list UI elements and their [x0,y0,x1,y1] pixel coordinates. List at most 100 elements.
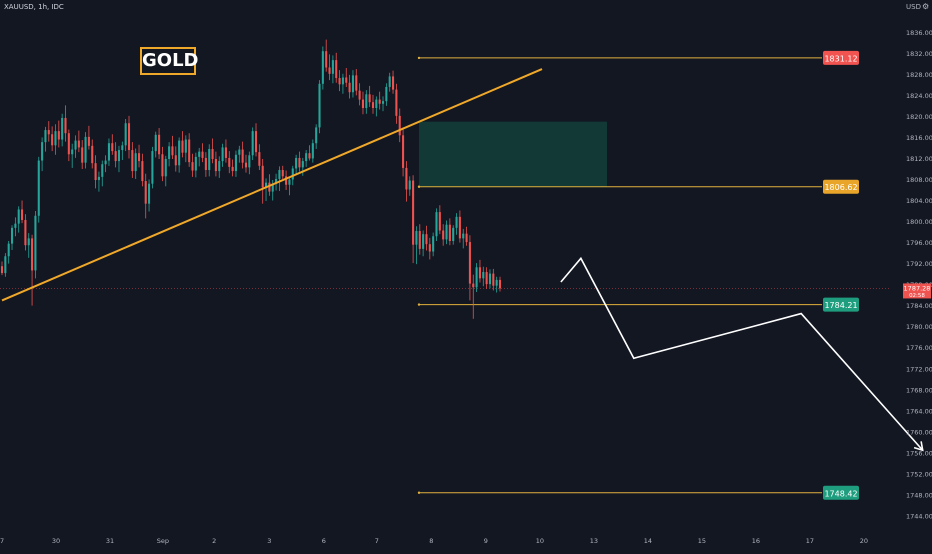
candle-body[interactable] [198,151,201,157]
projection-path[interactable] [560,256,924,451]
candle-body[interactable] [24,219,27,246]
candle-body[interactable] [161,154,164,177]
candle-body[interactable] [455,216,458,228]
candle-body[interactable] [281,170,284,177]
candle-body[interactable] [137,153,141,162]
candle-body[interactable] [285,176,288,185]
candle-body[interactable] [295,157,298,169]
candle-body[interactable] [74,140,77,150]
candle-body[interactable] [395,89,398,116]
candle-body[interactable] [87,136,90,146]
candle-body[interactable] [14,223,17,228]
candle-body[interactable] [117,150,121,162]
candle-body[interactable] [351,75,354,93]
candle-body[interactable] [438,212,441,231]
candle-body[interactable] [365,94,368,108]
candle-body[interactable] [241,149,244,163]
candle-body[interactable] [485,272,488,285]
candle-body[interactable] [445,224,448,240]
candle-body[interactable] [94,163,97,181]
candle-body[interactable] [425,234,428,245]
candle-body[interactable] [171,146,174,156]
candle-body[interactable] [148,183,151,204]
candle-body[interactable] [44,130,47,143]
candle-body[interactable] [64,117,67,134]
candle-body[interactable] [495,279,498,286]
candle-body[interactable] [432,236,435,252]
candle-body[interactable] [31,238,34,271]
candle-body[interactable] [21,209,24,220]
candle-body[interactable] [345,77,348,83]
candle-body[interactable] [452,227,455,242]
candle-body[interactable] [121,145,124,151]
candle-body[interactable] [27,238,30,246]
candle-body[interactable] [208,148,211,171]
candle-body[interactable] [194,156,197,171]
candle-body[interactable] [37,160,40,216]
candle-body[interactable] [81,147,84,163]
candle-body[interactable] [305,153,308,162]
candle-body[interactable] [201,151,204,158]
candle-body[interactable] [91,145,94,164]
candle-body[interactable] [315,127,318,144]
candle-body[interactable] [134,153,137,172]
candle-body[interactable] [244,162,248,168]
candle-body[interactable] [268,182,271,192]
candle-body[interactable] [381,101,385,104]
candle-body[interactable] [204,157,207,171]
candle-body[interactable] [301,161,304,168]
candle-body[interactable] [261,165,264,188]
candle-body[interactable] [368,94,371,103]
candle-body[interactable] [291,168,294,180]
candle-body[interactable] [311,143,314,159]
candle-body[interactable] [428,244,431,252]
candle-body[interactable] [412,180,415,245]
candle-body[interactable] [335,60,338,79]
candle-body[interactable] [488,273,492,285]
candle-body[interactable] [442,230,445,240]
trendline[interactable] [1,68,543,302]
candle-body[interactable] [234,154,237,172]
candle-body[interactable] [51,134,54,146]
candle-body[interactable] [265,182,268,188]
candle-body[interactable] [101,164,104,177]
candle-body[interactable] [398,115,401,136]
candle-body[interactable] [191,162,194,171]
candle-body[interactable] [221,147,224,162]
candle-body[interactable] [231,166,234,172]
candle-body[interactable] [131,150,134,172]
level-price-tag[interactable] [823,485,859,500]
candle-body[interactable] [478,267,481,279]
candle-body[interactable] [328,67,331,74]
candle-body[interactable] [355,75,358,91]
candle-body[interactable] [144,181,147,204]
candle-body[interactable] [458,216,461,239]
candle-body[interactable] [211,148,214,159]
candle-body[interactable] [251,131,254,156]
candle-body[interactable] [57,131,60,140]
candle-body[interactable] [271,183,274,192]
candle-body[interactable] [338,78,341,85]
candle-body[interactable] [388,76,391,87]
candle-body[interactable] [275,178,278,184]
candle-body[interactable] [298,157,301,168]
candle-body[interactable] [54,131,57,146]
candle-body[interactable] [71,149,74,155]
candle-body[interactable] [10,227,14,244]
candle-body[interactable] [84,136,87,163]
candle-body[interactable] [392,76,395,90]
candle-body[interactable] [435,212,438,237]
candle-body[interactable] [174,155,177,166]
candle-body[interactable] [124,123,127,146]
candle-body[interactable] [7,243,10,257]
candle-body[interactable] [178,140,181,166]
candle-body[interactable] [321,51,324,84]
candle-body[interactable] [318,83,321,128]
candle-body[interactable] [405,167,408,190]
candle-body[interactable] [331,60,334,74]
candle-body[interactable] [0,266,4,274]
candle-body[interactable] [164,158,167,177]
candle-body[interactable] [278,170,281,179]
